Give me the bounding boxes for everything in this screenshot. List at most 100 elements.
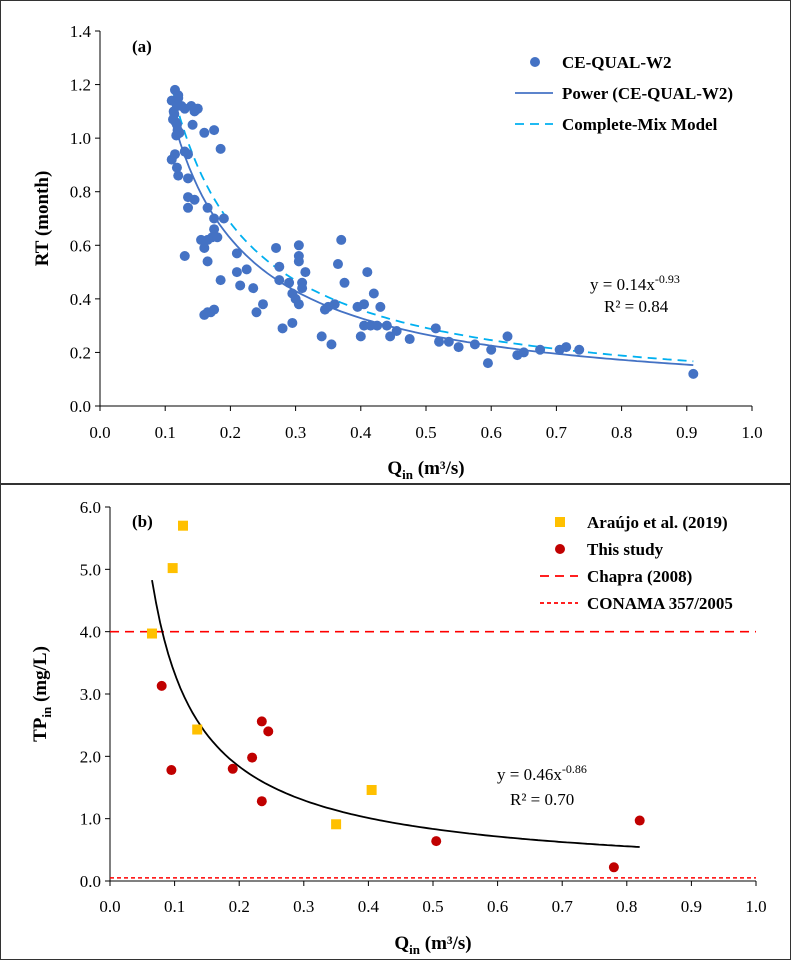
data-point [574,344,585,355]
y-axis-title: RT (month) [32,171,53,267]
data-point [608,862,619,873]
legend-marker [555,517,565,527]
data-point [183,149,194,160]
y-tick-label: 0.6 [70,236,91,255]
data-point [331,819,342,830]
data-point [263,726,274,737]
legend-marker [530,57,540,67]
data-point [227,763,238,774]
y-tick-label: 0.4 [70,290,92,309]
data-point [218,213,229,224]
data-point [518,347,529,358]
x-tick-label: 0.2 [229,897,250,916]
data-point [443,336,454,347]
data-point [332,259,343,270]
data-point [209,224,220,235]
series-line-power-ce-qual-w2- [170,113,694,366]
y-tick-label: 0.2 [70,343,91,362]
data-point [171,162,182,173]
data-point [372,320,383,331]
data-point [688,368,699,379]
data-point [326,339,337,350]
data-point [368,288,379,299]
data-point [355,331,366,342]
y-tick-label: 4.0 [80,623,101,642]
y-tick-label: 6.0 [80,498,101,517]
legend-label: Power (CE-QUAL-W2) [562,84,733,103]
legend-label: Chapra (2008) [587,567,692,586]
data-point [167,563,178,574]
data-point [293,256,304,267]
data-point [209,304,220,315]
data-point [271,242,282,253]
data-point [231,267,242,278]
x-tick-label: 0.6 [487,897,508,916]
data-point [316,331,327,342]
data-point [535,344,546,355]
data-point [274,275,285,286]
data-point [166,765,177,776]
y-tick-label: 2.0 [80,747,101,766]
data-point [235,280,246,291]
x-tick-label: 0.7 [552,897,574,916]
data-point [209,213,220,224]
x-tick-label: 0.9 [681,897,702,916]
data-point [192,103,203,114]
x-tick-label: 0.4 [350,423,372,442]
data-point [634,815,645,826]
data-point [375,301,386,312]
panel-b-label: (b) [132,512,153,531]
data-point [453,342,464,353]
x-axis-title: Qin (m³/s) [394,933,471,957]
y-tick-label: 1.2 [70,76,91,95]
data-point [192,724,203,735]
data-point [156,680,167,691]
data-point [293,240,304,251]
x-tick-label: 0.8 [616,897,637,916]
y-tick-label: 5.0 [80,560,101,579]
legend-label: CONAMA 357/2005 [587,594,733,613]
x-axis-title: Qin (m³/s) [387,458,464,482]
data-point [173,170,184,181]
data-point [202,202,213,213]
data-point [469,339,480,350]
data-point [277,323,288,334]
y-tick-label: 0.0 [70,397,91,416]
data-point [187,119,198,130]
data-point [183,173,194,184]
data-point [212,232,223,243]
y-tick-label: 0.0 [80,872,101,891]
data-point [202,256,213,267]
data-point [183,202,194,213]
x-tick-label: 0.7 [546,423,568,442]
x-tick-label: 0.0 [99,897,120,916]
x-tick-label: 0.3 [293,897,314,916]
x-tick-label: 0.1 [155,423,176,442]
legend-label: CE-QUAL-W2 [562,53,672,72]
data-point [366,784,377,795]
data-point [404,334,415,345]
x-tick-label: 0.6 [481,423,502,442]
data-point [329,299,340,310]
legend-marker [555,544,565,554]
data-point [215,143,226,154]
data-point [231,248,242,259]
data-point [431,836,442,847]
panel-a-label: (a) [132,37,152,56]
data-point [359,299,370,310]
data-point [215,275,226,286]
data-point [146,628,157,639]
legend-label: Complete-Mix Model [562,115,718,134]
panel-a-chart: (a) 0.0 0.1 0.2 0.3 0.4 0.5 0.6 0.7 0.8 0.9 1.0 0.0… [0,0,791,484]
data-point [256,716,267,727]
data-point [256,796,267,807]
data-point [297,283,308,294]
x-tick-label: 0.3 [285,423,306,442]
equation-label: y = 0.14x-0.93 [590,272,680,294]
x-tick-label: 1.0 [741,423,762,442]
x-tick-label: 0.4 [358,897,380,916]
data-point [179,251,190,261]
data-point [336,234,347,245]
data-point [434,336,445,347]
